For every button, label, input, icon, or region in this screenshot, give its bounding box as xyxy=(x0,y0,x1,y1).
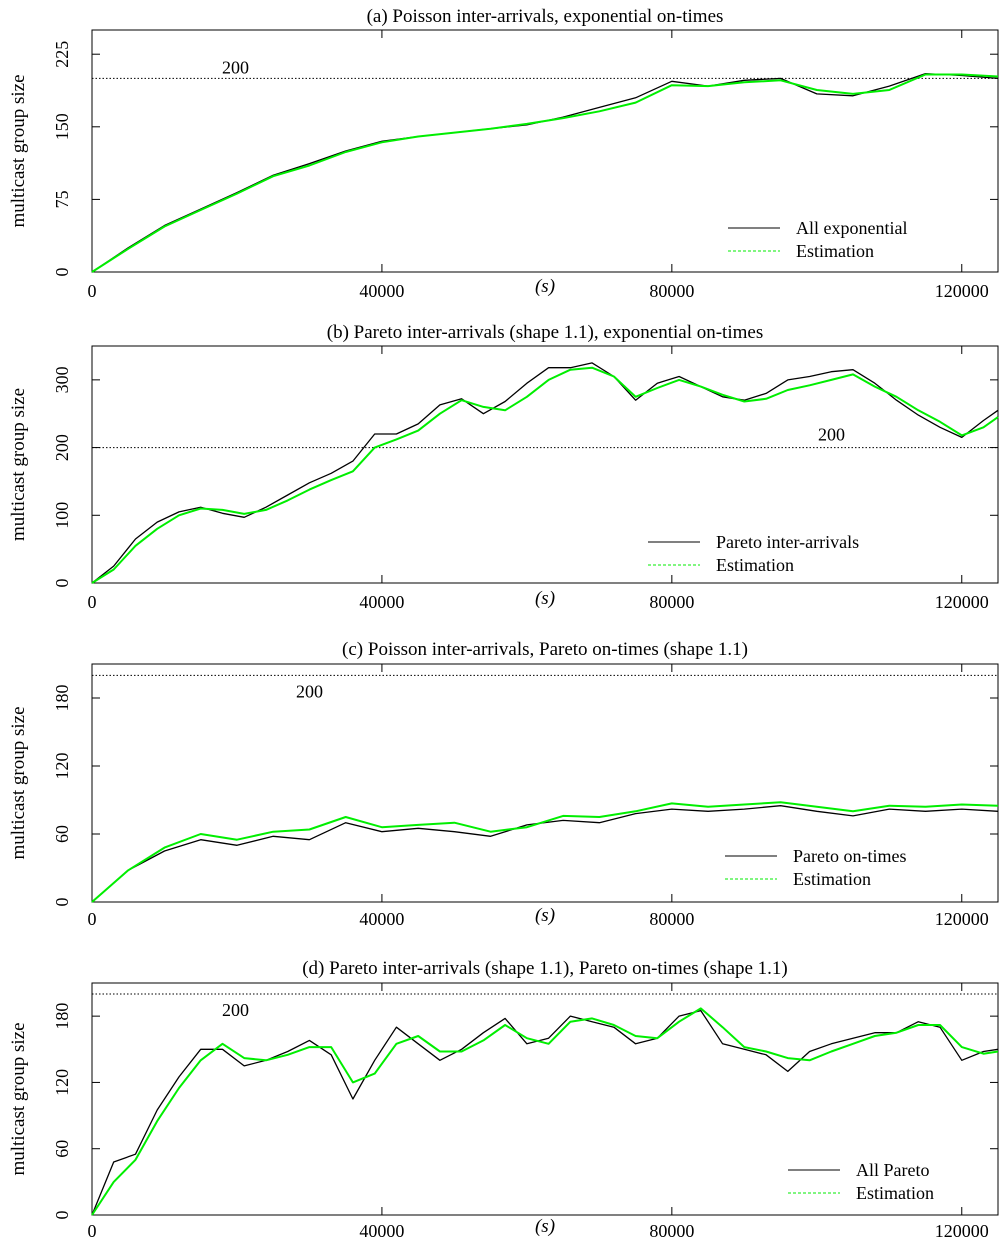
series-line-observed xyxy=(91,1009,999,1216)
chart-title: (c) Poisson inter-arrivals, Pareto on-ti… xyxy=(342,639,748,660)
chart-panel-d: (d) Pareto inter-arrivals (shape 1.1), P… xyxy=(8,958,999,1241)
reference-label: 200 xyxy=(296,681,323,701)
x-tick-label: 120000 xyxy=(935,909,989,929)
x-tick-label: 80000 xyxy=(649,909,694,929)
reference-label: 200 xyxy=(222,1000,249,1020)
y-tick-label: 60 xyxy=(52,825,72,843)
y-tick-label: 150 xyxy=(52,113,72,140)
plot-frame xyxy=(91,29,999,273)
series-line-observed xyxy=(91,362,999,584)
legend-label: Estimation xyxy=(716,555,794,575)
y-tick-label: 200 xyxy=(52,434,72,461)
x-tick-label: 40000 xyxy=(359,281,404,301)
reference-label: 200 xyxy=(222,57,249,77)
chart-title: (d) Pareto inter-arrivals (shape 1.1), P… xyxy=(302,958,788,979)
y-tick-label: 300 xyxy=(52,366,72,393)
x-tick-label: 120000 xyxy=(935,592,989,612)
x-tick-label: 40000 xyxy=(359,909,404,929)
series-line-estimation xyxy=(91,366,999,584)
x-tick-label: 40000 xyxy=(359,1221,404,1241)
y-tick-label: 0 xyxy=(52,579,72,588)
plot-frame xyxy=(91,345,999,584)
chart-title: (b) Pareto inter-arrivals (shape 1.1), e… xyxy=(327,322,763,343)
series-line-estimation xyxy=(91,801,999,903)
series-line-estimation xyxy=(91,1007,999,1216)
y-tick-label: 60 xyxy=(52,1140,72,1158)
x-axis-label: (s) xyxy=(535,905,555,926)
y-axis-label: multicast group size xyxy=(8,388,29,541)
x-tick-label: 0 xyxy=(88,281,97,301)
y-tick-label: 100 xyxy=(52,502,72,529)
x-tick-label: 80000 xyxy=(649,1221,694,1241)
plot-frame xyxy=(91,982,999,1216)
legend-label: Estimation xyxy=(793,869,871,889)
legend-label: Pareto inter-arrivals xyxy=(716,532,859,552)
y-tick-label: 0 xyxy=(52,898,72,907)
y-tick-label: 180 xyxy=(52,685,72,712)
plot-frame xyxy=(91,663,999,903)
series-line-observed xyxy=(91,805,999,903)
y-tick-label: 180 xyxy=(52,1003,72,1030)
reference-label: 200 xyxy=(818,425,845,445)
series-line-estimation xyxy=(91,73,999,273)
y-axis-label: multicast group size xyxy=(8,74,29,227)
y-axis-label: multicast group size xyxy=(8,1022,29,1175)
chart-panel-c: (c) Poisson inter-arrivals, Pareto on-ti… xyxy=(8,639,999,929)
legend-label: All exponential xyxy=(796,218,907,238)
legend-label: Estimation xyxy=(856,1183,934,1203)
y-axis-label: multicast group size xyxy=(8,706,29,859)
y-tick-label: 0 xyxy=(52,268,72,277)
x-tick-label: 120000 xyxy=(935,1221,989,1241)
y-tick-label: 120 xyxy=(52,753,72,780)
x-axis-label: (s) xyxy=(535,276,555,297)
x-axis-label: (s) xyxy=(535,1216,555,1237)
y-tick-label: 225 xyxy=(52,41,72,68)
legend-label: All Pareto xyxy=(856,1160,930,1180)
y-tick-label: 75 xyxy=(52,190,72,208)
legend-label: Estimation xyxy=(796,241,874,261)
x-tick-label: 80000 xyxy=(649,592,694,612)
x-tick-label: 0 xyxy=(88,909,97,929)
x-tick-label: 0 xyxy=(88,592,97,612)
x-tick-label: 40000 xyxy=(359,592,404,612)
chart-panel-a: (a) Poisson inter-arrivals, exponential … xyxy=(8,6,999,301)
y-tick-label: 0 xyxy=(52,1211,72,1220)
chart-title: (a) Poisson inter-arrivals, exponential … xyxy=(367,6,724,27)
chart-panel-b: (b) Pareto inter-arrivals (shape 1.1), e… xyxy=(8,322,999,612)
x-axis-label: (s) xyxy=(535,588,555,609)
x-tick-label: 80000 xyxy=(649,281,694,301)
legend-label: Pareto on-times xyxy=(793,846,906,866)
x-tick-label: 120000 xyxy=(935,281,989,301)
y-tick-label: 120 xyxy=(52,1069,72,1096)
x-tick-label: 0 xyxy=(88,1221,97,1241)
